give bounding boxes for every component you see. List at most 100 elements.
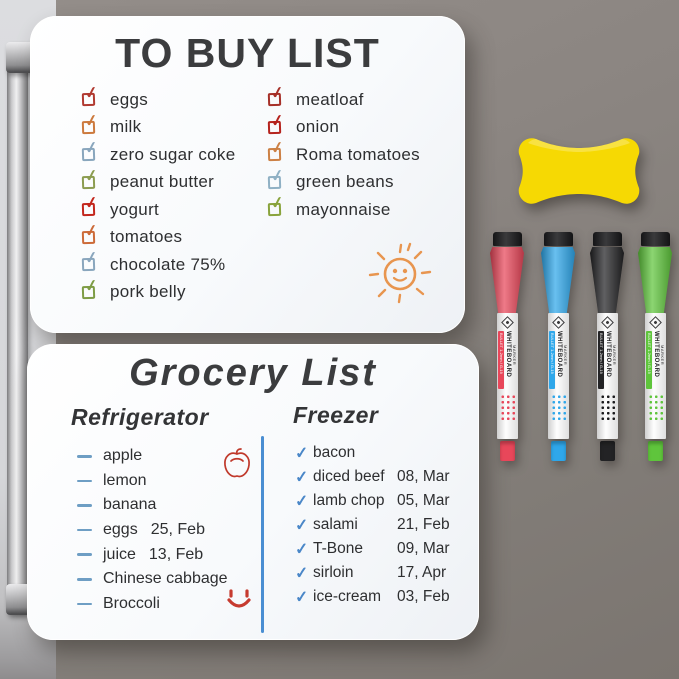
- checkmark-icon: ✓: [269, 84, 286, 104]
- to-buy-list-board: TO BUY LIST ✓ eggs ✓ milk ✓ zero sugar coke ✓ p…: [30, 16, 465, 333]
- checkbox-icon: ✓: [81, 222, 99, 244]
- marker-brand-logo-icon: [600, 316, 614, 329]
- marker-cap-tip: [592, 232, 622, 246]
- logo-dot: [652, 320, 658, 325]
- checkbox-icon: ✓: [81, 277, 99, 299]
- marker-blue[interactable]: BULLET 1-2mm / G-19 WHITEBOARD MARKER: [541, 232, 575, 461]
- checkbox-icon: ✓: [81, 167, 99, 189]
- to-buy-item-label: tomatoes: [110, 227, 183, 247]
- dash-bullet-icon: [77, 504, 92, 507]
- checkmark-icon: ✓: [83, 166, 100, 186]
- marker-label-primary: WHITEBOARD: [555, 331, 562, 378]
- check-bullet-icon: ✓: [294, 564, 310, 583]
- logo-dot: [504, 320, 510, 325]
- to-buy-item-label: eggs: [110, 89, 149, 109]
- freezer-item-date: 21, Feb: [397, 516, 450, 533]
- to-buy-item: ✓ pork belly: [81, 277, 235, 307]
- fridge-handle-bar[interactable]: [7, 46, 28, 614]
- marker-dot-pattern: [549, 393, 567, 420]
- marker-label-primary: WHITEBOARD: [504, 331, 511, 378]
- freezer-item-date: 03, Feb: [397, 588, 450, 605]
- marker-dot-pattern: [646, 393, 664, 420]
- marker-spec-stripe: BULLET 1-2mm / G-19: [646, 331, 652, 389]
- marker-black[interactable]: BULLET 1-2mm / G-19 WHITEBOARD MARKER: [590, 232, 624, 461]
- marker-cap: [638, 247, 672, 313]
- marker-red[interactable]: BULLET 1-2mm / G-19 WHITEBOARD MARKER: [490, 232, 524, 461]
- checkbox-icon: ✓: [81, 112, 99, 134]
- check-bullet-icon: ✓: [294, 468, 310, 487]
- refrigerator-list: apple lemon banana eggs 25, Feb juice 13, Feb C…: [77, 444, 228, 616]
- checkbox-icon: ✓: [81, 194, 99, 217]
- freezer-item-date: 17, Apr: [397, 564, 447, 581]
- check-bullet-icon: ✓: [294, 540, 310, 559]
- freezer-item-label: ice-cream: [313, 588, 382, 605]
- marker-barrel: BULLET 1-2mm / G-19 WHITEBOARD MARKER: [596, 313, 618, 439]
- to-buy-item: ✓ green beans: [267, 167, 420, 197]
- marker-dot-pattern: [498, 393, 516, 420]
- logo-dot: [555, 320, 561, 325]
- marker-dot-pattern: [598, 393, 616, 420]
- checkmark-icon: ✓: [83, 194, 100, 214]
- to-buy-item: ✓ peanut butter: [81, 167, 235, 197]
- logo-dot: [604, 320, 610, 325]
- checkmark-icon: ✓: [269, 166, 286, 186]
- dash-bullet-icon: [77, 602, 92, 606]
- checkmark-icon: ✓: [269, 139, 286, 159]
- dash-bullet-icon: [77, 479, 92, 483]
- to-buy-column-right: ✓ meatloaf ✓ onion ✓ Roma tomatoes ✓ green bean…: [267, 84, 420, 224]
- refrigerator-item-label: lemon: [103, 471, 147, 489]
- marker-spec-stripe: BULLET 1-2mm / G-19: [498, 331, 504, 389]
- marker-end-plug: [599, 441, 615, 461]
- freezer-item-label: sirloin: [313, 564, 354, 581]
- to-buy-item: ✓ meatloaf: [267, 84, 420, 114]
- refrigerator-item: Broccoli: [77, 592, 228, 617]
- freezer-item-date: 09, Mar: [397, 540, 450, 557]
- freezer-item: ✓ salami 21, Feb: [294, 513, 450, 537]
- to-buy-item: ✓ chocolate 75%: [81, 249, 235, 279]
- to-buy-item: ✓ tomatoes: [81, 222, 235, 252]
- checkmark-icon: ✓: [269, 111, 286, 131]
- marker-label-secondary: MARKER: [562, 345, 568, 366]
- checkbox-icon: ✓: [267, 84, 285, 107]
- marker-end-plug: [499, 441, 515, 461]
- marker-barrel: BULLET 1-2mm / G-19 WHITEBOARD MARKER: [496, 313, 518, 439]
- dash-bullet-icon: [77, 577, 92, 581]
- to-buy-item-label: onion: [296, 117, 340, 137]
- marker-spec-stripe: BULLET 1-2mm / G-19: [598, 331, 604, 389]
- checkbox-icon: ✓: [267, 194, 285, 217]
- refrigerator-item: Chinese cabbage: [77, 567, 228, 592]
- to-buy-item: ✓ Roma tomatoes: [267, 139, 420, 169]
- refrigerator-item-label: banana: [103, 496, 157, 514]
- to-buy-item: ✓ yogurt: [81, 194, 235, 224]
- to-buy-column-left: ✓ eggs ✓ milk ✓ zero sugar coke ✓ peanut butter…: [81, 84, 235, 307]
- grocery-list-title: Grocery List: [129, 352, 377, 394]
- refrigerator-item-label: apple: [103, 447, 143, 465]
- to-buy-item-label: peanut butter: [110, 172, 215, 192]
- freezer-item: ✓ diced beef 08, Mar: [294, 465, 449, 489]
- refrigerator-item: lemon: [77, 469, 228, 494]
- marker-green[interactable]: BULLET 1-2mm / G-19 WHITEBOARD MARKER: [638, 232, 672, 461]
- marker-cap-tip: [543, 232, 573, 246]
- checkbox-icon: ✓: [267, 167, 285, 189]
- refrigerator-item-label: eggs: [103, 521, 138, 539]
- check-bullet-icon: ✓: [294, 444, 310, 463]
- checkmark-icon: ✓: [269, 194, 286, 214]
- checkmark-icon: ✓: [83, 249, 100, 269]
- refrigerator-item-date: 25, Feb: [150, 521, 205, 539]
- freezer-item-label: lamb chop: [313, 492, 385, 509]
- refrigerator-item: juice 13, Feb: [77, 542, 228, 567]
- marker-brand-logo-icon: [648, 316, 662, 329]
- marker-cap: [490, 247, 524, 313]
- whiteboard-eraser[interactable]: [516, 136, 643, 206]
- freezer-item: ✓ T-Bone 09, Mar: [294, 537, 450, 561]
- marker-cap-tip: [492, 232, 522, 246]
- marker-cap: [590, 247, 624, 313]
- marker-label-secondary: MARKER: [659, 345, 665, 366]
- column-divider-line: [261, 436, 264, 633]
- apple-doodle: [224, 448, 250, 478]
- marker-label-secondary: MARKER: [511, 345, 517, 366]
- smiley-doodle: [227, 589, 251, 608]
- dash-bullet-icon: [77, 455, 92, 458]
- freezer-list: ✓ bacon ✓ diced beef 08, Mar ✓ lamb chop 05, Ma…: [294, 441, 450, 609]
- freezer-item: ✓ lamb chop 05, Mar: [294, 489, 449, 513]
